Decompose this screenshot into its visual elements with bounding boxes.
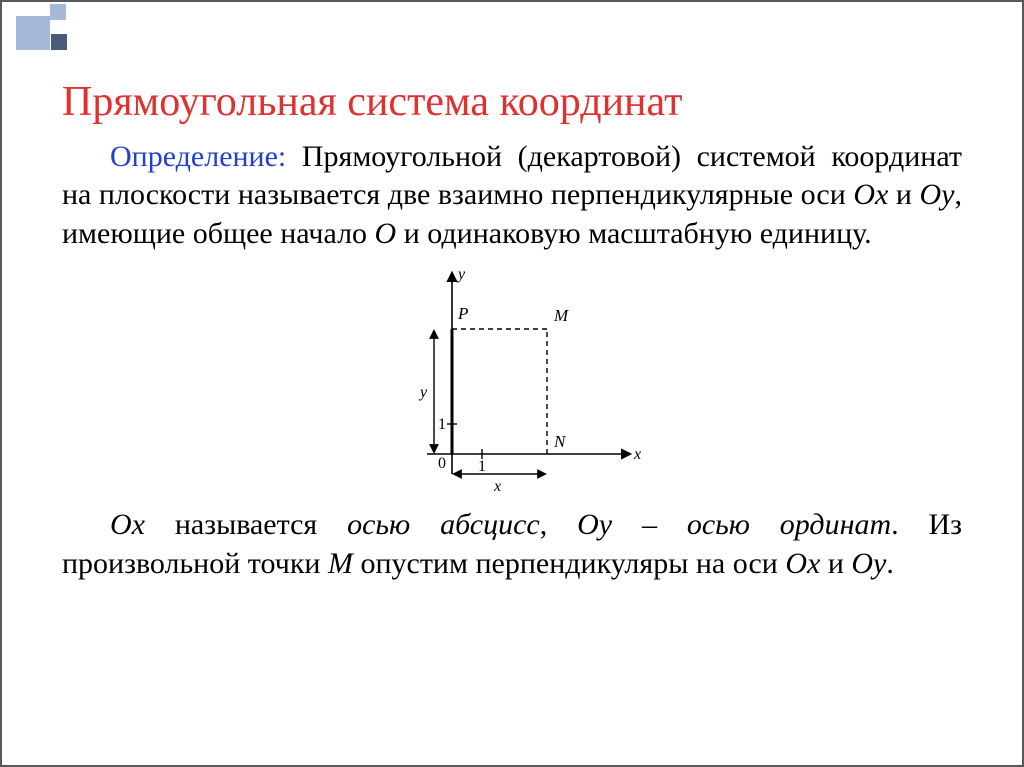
m-letter: M <box>328 547 353 580</box>
label-origin: 0 <box>438 455 446 472</box>
p2-a: называется <box>145 508 347 541</box>
ox-label: Ox <box>853 178 888 211</box>
label-x-brace: x <box>493 478 501 495</box>
def-text-3: и одинаковую масштабную единицу. <box>396 217 871 250</box>
coordinate-diagram: y x 0 1 1 P M N x y <box>372 259 652 499</box>
definition-label: Определение: <box>110 140 286 173</box>
diagram-container: y x 0 1 1 P M N x y <box>62 259 962 504</box>
oy-label-2: Oy <box>577 508 612 541</box>
content-area: Прямоугольная система координат Определе… <box>62 78 962 583</box>
def-and: и <box>888 178 919 211</box>
definition-paragraph: Определение: Прямоугольной (декартовой) … <box>62 138 962 253</box>
label-N: N <box>553 432 567 451</box>
o-letter: O <box>375 217 397 250</box>
decor-square-large <box>16 16 50 50</box>
p2-and: и <box>820 547 851 580</box>
label-one-x: 1 <box>478 458 486 475</box>
p2-sep: , <box>540 508 577 541</box>
page-title: Прямоугольная система координат <box>62 78 962 126</box>
second-paragraph: Ox называется осью абсцисс, Oy – осью ор… <box>62 506 962 583</box>
ox-label-3: Ox <box>785 547 820 580</box>
label-y-axis: y <box>456 266 466 283</box>
label-P: P <box>457 304 468 323</box>
p2-end: . <box>886 547 894 580</box>
axis-ordinate: осью ординат <box>687 508 891 541</box>
axis-abscissa: осью абсцисс <box>347 508 540 541</box>
oy-label-3: Oy <box>851 547 886 580</box>
label-M: M <box>553 306 569 325</box>
ox-label-2: Ox <box>110 508 145 541</box>
slide: Прямоугольная система координат Определе… <box>0 0 1024 767</box>
label-y-brace: y <box>418 384 428 401</box>
decor-square-small-light <box>50 4 66 20</box>
decor-square-small-dark <box>51 34 67 50</box>
label-x-axis: x <box>633 446 641 463</box>
label-one-y: 1 <box>438 416 446 433</box>
p2-c: опустим перпендикуляры на оси <box>353 547 785 580</box>
oy-label: Oy <box>920 178 955 211</box>
p2-dash: – <box>612 508 687 541</box>
